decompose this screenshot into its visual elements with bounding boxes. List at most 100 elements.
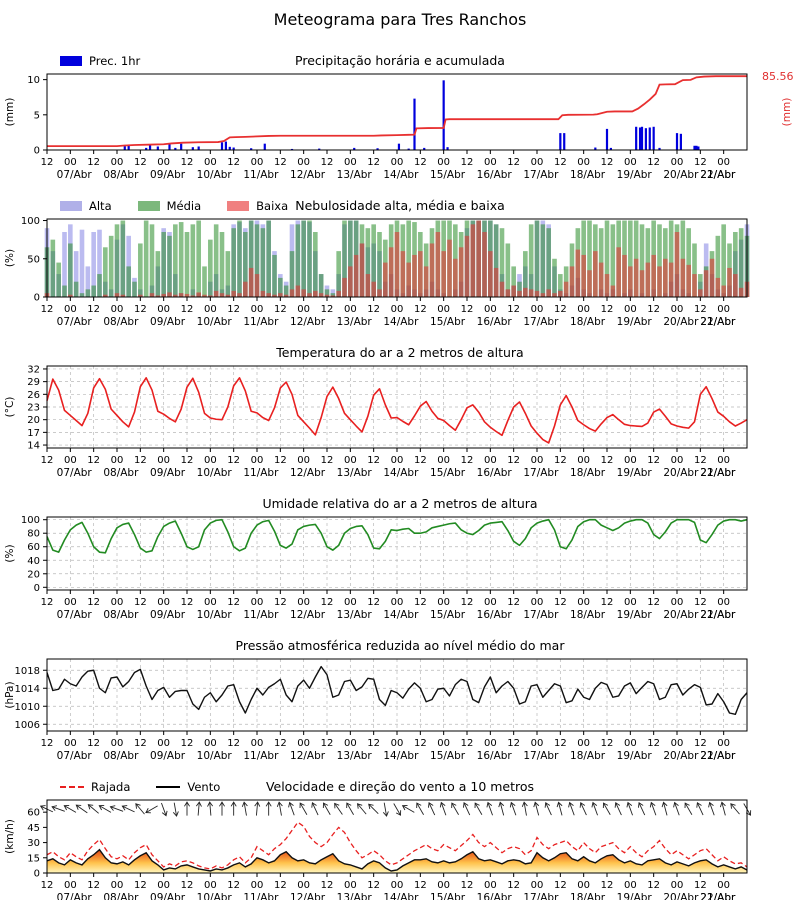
svg-text:12/Abr: 12/Abr	[290, 609, 326, 621]
svg-text:14/Abr: 14/Abr	[383, 750, 419, 762]
svg-text:12: 12	[181, 738, 194, 749]
svg-text:12/Abr: 12/Abr	[290, 750, 326, 762]
svg-text:00: 00	[671, 455, 684, 466]
svg-text:10/Abr: 10/Abr	[197, 892, 233, 900]
svg-text:00: 00	[251, 455, 264, 466]
svg-text:00: 00	[64, 597, 77, 608]
page-title: Meteograma para Tres Ranchos	[273, 10, 527, 29]
svg-text:12: 12	[601, 880, 614, 891]
svg-text:17/Abr: 17/Abr	[523, 316, 559, 328]
svg-text:12: 12	[367, 597, 380, 608]
svg-text:00: 00	[437, 597, 450, 608]
svg-text:08/Abr: 08/Abr	[103, 750, 139, 762]
svg-text:00: 00	[671, 157, 684, 168]
svg-text:12: 12	[367, 738, 380, 749]
svg-text:12: 12	[227, 597, 240, 608]
svg-text:12: 12	[181, 157, 194, 168]
svg-text:12: 12	[554, 738, 567, 749]
svg-text:00: 00	[624, 304, 637, 315]
svg-text:17/Abr: 17/Abr	[523, 892, 559, 900]
svg-text:21/Abr: 21/Abr	[700, 609, 736, 621]
svg-text:00: 00	[484, 738, 497, 749]
svg-text:20/Abr: 20/Abr	[663, 892, 699, 900]
svg-text:14/Abr: 14/Abr	[383, 316, 419, 328]
svg-text:12: 12	[601, 597, 614, 608]
svg-text:00: 00	[531, 157, 544, 168]
svg-text:10/Abr: 10/Abr	[197, 467, 233, 479]
svg-text:19/Abr: 19/Abr	[617, 609, 653, 621]
svg-text:00: 00	[484, 597, 497, 608]
svg-text:12: 12	[134, 157, 147, 168]
svg-text:12: 12	[41, 738, 54, 749]
svg-text:21/Abr: 21/Abr	[700, 750, 736, 762]
svg-text:00: 00	[111, 455, 124, 466]
svg-text:12: 12	[694, 880, 707, 891]
svg-text:12: 12	[227, 738, 240, 749]
svg-text:12: 12	[647, 157, 660, 168]
svg-text:11/Abr: 11/Abr	[243, 892, 279, 900]
svg-text:09/Abr: 09/Abr	[150, 169, 186, 181]
svg-text:23: 23	[27, 403, 40, 414]
svg-text:12: 12	[41, 304, 54, 315]
svg-text:12: 12	[134, 738, 147, 749]
svg-text:12: 12	[694, 304, 707, 315]
svg-text:12: 12	[367, 455, 380, 466]
svg-text:13/Abr: 13/Abr	[337, 609, 373, 621]
svg-text:00: 00	[437, 738, 450, 749]
svg-text:00: 00	[391, 738, 404, 749]
svg-text:00: 00	[577, 880, 590, 891]
svg-text:08/Abr: 08/Abr	[103, 169, 139, 181]
svg-text:12: 12	[414, 157, 427, 168]
panel-pressure: Pressão atmosférica reduzida ao nível mé…	[0, 636, 800, 762]
svg-text:12: 12	[647, 738, 660, 749]
svg-text:00: 00	[484, 880, 497, 891]
svg-text:12: 12	[694, 157, 707, 168]
svg-text:(%): (%)	[4, 544, 16, 562]
svg-text:00: 00	[297, 157, 310, 168]
svg-text:00: 00	[624, 455, 637, 466]
gust-legend-label: Rajada	[91, 780, 131, 794]
svg-text:00: 00	[391, 880, 404, 891]
svg-text:08/Abr: 08/Abr	[103, 609, 139, 621]
wind-legend: Rajada Vento	[60, 780, 220, 794]
svg-text:1010: 1010	[15, 702, 40, 713]
svg-text:00: 00	[624, 738, 637, 749]
svg-text:12: 12	[507, 738, 520, 749]
svg-text:1006: 1006	[15, 720, 40, 731]
svg-text:12: 12	[601, 157, 614, 168]
baixa-legend-swatch	[227, 201, 250, 211]
svg-text:12: 12	[647, 455, 660, 466]
svg-text:12: 12	[87, 304, 100, 315]
svg-text:14/Abr: 14/Abr	[383, 892, 419, 900]
svg-text:12: 12	[274, 738, 287, 749]
svg-text:(mm): (mm)	[781, 98, 793, 127]
svg-text:12/Abr: 12/Abr	[290, 316, 326, 328]
svg-text:14/Abr: 14/Abr	[383, 609, 419, 621]
svg-text:12: 12	[321, 738, 334, 749]
svg-text:00: 00	[577, 304, 590, 315]
svg-text:00: 00	[157, 597, 170, 608]
svg-text:15/Abr: 15/Abr	[430, 892, 466, 900]
svg-text:00: 00	[111, 304, 124, 315]
svg-text:22/Abr: 22/Abr	[700, 750, 736, 762]
svg-text:00: 00	[344, 304, 357, 315]
svg-text:13/Abr: 13/Abr	[337, 750, 373, 762]
panel-humidity: Umidade relativa do ar a 2 metros de alt…	[0, 494, 800, 621]
svg-text:00: 00	[671, 597, 684, 608]
svg-text:12: 12	[694, 738, 707, 749]
svg-text:12: 12	[554, 455, 567, 466]
svg-text:12: 12	[274, 304, 287, 315]
svg-text:07/Abr: 07/Abr	[57, 467, 93, 479]
svg-text:10/Abr: 10/Abr	[197, 609, 233, 621]
svg-text:07/Abr: 07/Abr	[57, 316, 93, 328]
svg-text:00: 00	[437, 455, 450, 466]
svg-text:00: 00	[344, 157, 357, 168]
svg-text:32: 32	[27, 364, 40, 375]
svg-text:07/Abr: 07/Abr	[57, 750, 93, 762]
svg-text:12: 12	[461, 304, 474, 315]
svg-text:5: 5	[34, 110, 40, 121]
